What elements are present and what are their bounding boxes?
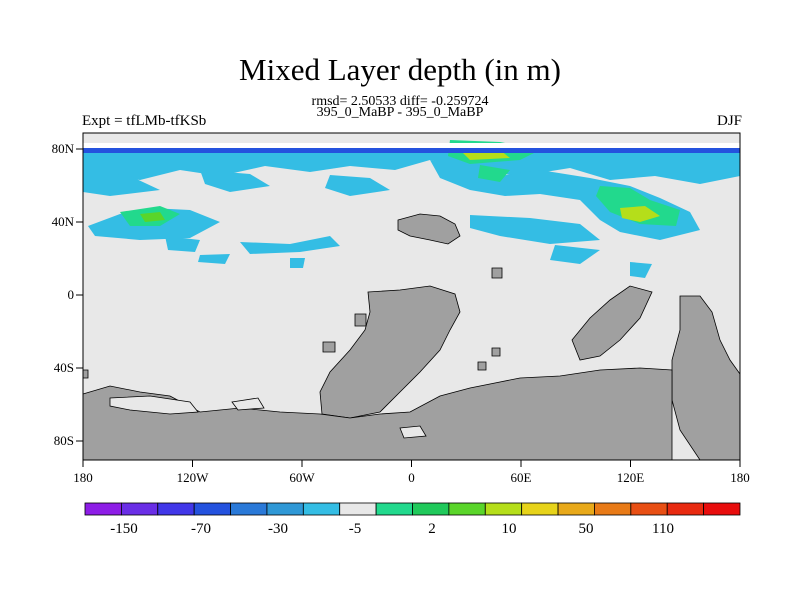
colorbar-swatch bbox=[557, 502, 595, 516]
plot-subtitle: 395_0_MaBP - 395_0_MaBP bbox=[316, 105, 484, 120]
x-tick-label: 120W bbox=[177, 470, 210, 485]
y-tick-label: 40N bbox=[52, 214, 75, 229]
y-tick-labels: 80N 40N 0 40S 80S bbox=[52, 141, 75, 448]
colorbar-label: 110 bbox=[652, 521, 674, 537]
colorbar-swatch bbox=[703, 502, 741, 516]
colorbar-swatch bbox=[375, 502, 413, 516]
y-tick-label: 0 bbox=[68, 287, 75, 302]
x-tick-label: 180 bbox=[730, 470, 750, 485]
x-tick-label: 180 bbox=[73, 470, 93, 485]
colorbar-swatch bbox=[230, 502, 268, 516]
colorbar-swatch bbox=[193, 502, 231, 516]
y-tick-label: 40S bbox=[54, 360, 74, 375]
y-axis bbox=[76, 148, 83, 442]
colorbar-label: -5 bbox=[349, 521, 362, 537]
colorbar-swatch bbox=[521, 502, 559, 516]
colorbar-swatch bbox=[339, 502, 377, 516]
anomaly-contours bbox=[83, 140, 740, 278]
x-tick-labels: 180 120W 60W 0 60E 120E 180 bbox=[73, 470, 750, 485]
colorbar-swatch bbox=[448, 502, 486, 516]
colorbar-swatch bbox=[84, 502, 122, 516]
x-axis bbox=[82, 460, 741, 467]
colorbar-labels: -150 -70 -30 -5 2 10 50 110 bbox=[110, 521, 674, 537]
plot-title: Mixed Layer depth (in m) bbox=[239, 52, 561, 87]
antarctic-inlets bbox=[109, 395, 427, 439]
experiment-label: Expt = tfLMb-tfKSb bbox=[82, 113, 207, 129]
colorbar-swatch bbox=[630, 502, 668, 516]
colorbar-label: -30 bbox=[268, 521, 288, 537]
colorbar-swatch bbox=[666, 502, 705, 516]
x-tick-label: 120E bbox=[617, 470, 645, 485]
colorbar-label: 2 bbox=[428, 521, 436, 537]
colorbar-swatch bbox=[302, 502, 341, 516]
colorbar-swatch bbox=[412, 502, 450, 516]
colorbar-swatch bbox=[484, 502, 523, 516]
map-panel: 180 120W 60W 0 60E 120E 180 80N 40N 0 40… bbox=[52, 132, 750, 485]
y-tick-label: 80N bbox=[52, 141, 75, 156]
land-mask bbox=[82, 213, 741, 461]
colorbar-label: 50 bbox=[579, 521, 594, 537]
x-tick-label: 60W bbox=[289, 470, 315, 485]
x-tick-label: 0 bbox=[408, 470, 415, 485]
colorbar-swatch bbox=[157, 502, 195, 516]
colorbar bbox=[84, 502, 741, 516]
colorbar-swatch bbox=[266, 502, 304, 516]
y-tick-label: 80S bbox=[54, 433, 74, 448]
season-label: DJF bbox=[716, 113, 742, 129]
colorbar-label: 10 bbox=[502, 521, 517, 537]
x-tick-label: 60E bbox=[511, 470, 532, 485]
colorbar-swatch bbox=[120, 502, 159, 516]
stats-line: rmsd= 2.50533 diff= -0.259724 bbox=[311, 94, 489, 109]
colorbar-label: -70 bbox=[191, 521, 211, 537]
colorbar-label: -150 bbox=[110, 521, 138, 537]
colorbar-swatch bbox=[594, 502, 632, 516]
